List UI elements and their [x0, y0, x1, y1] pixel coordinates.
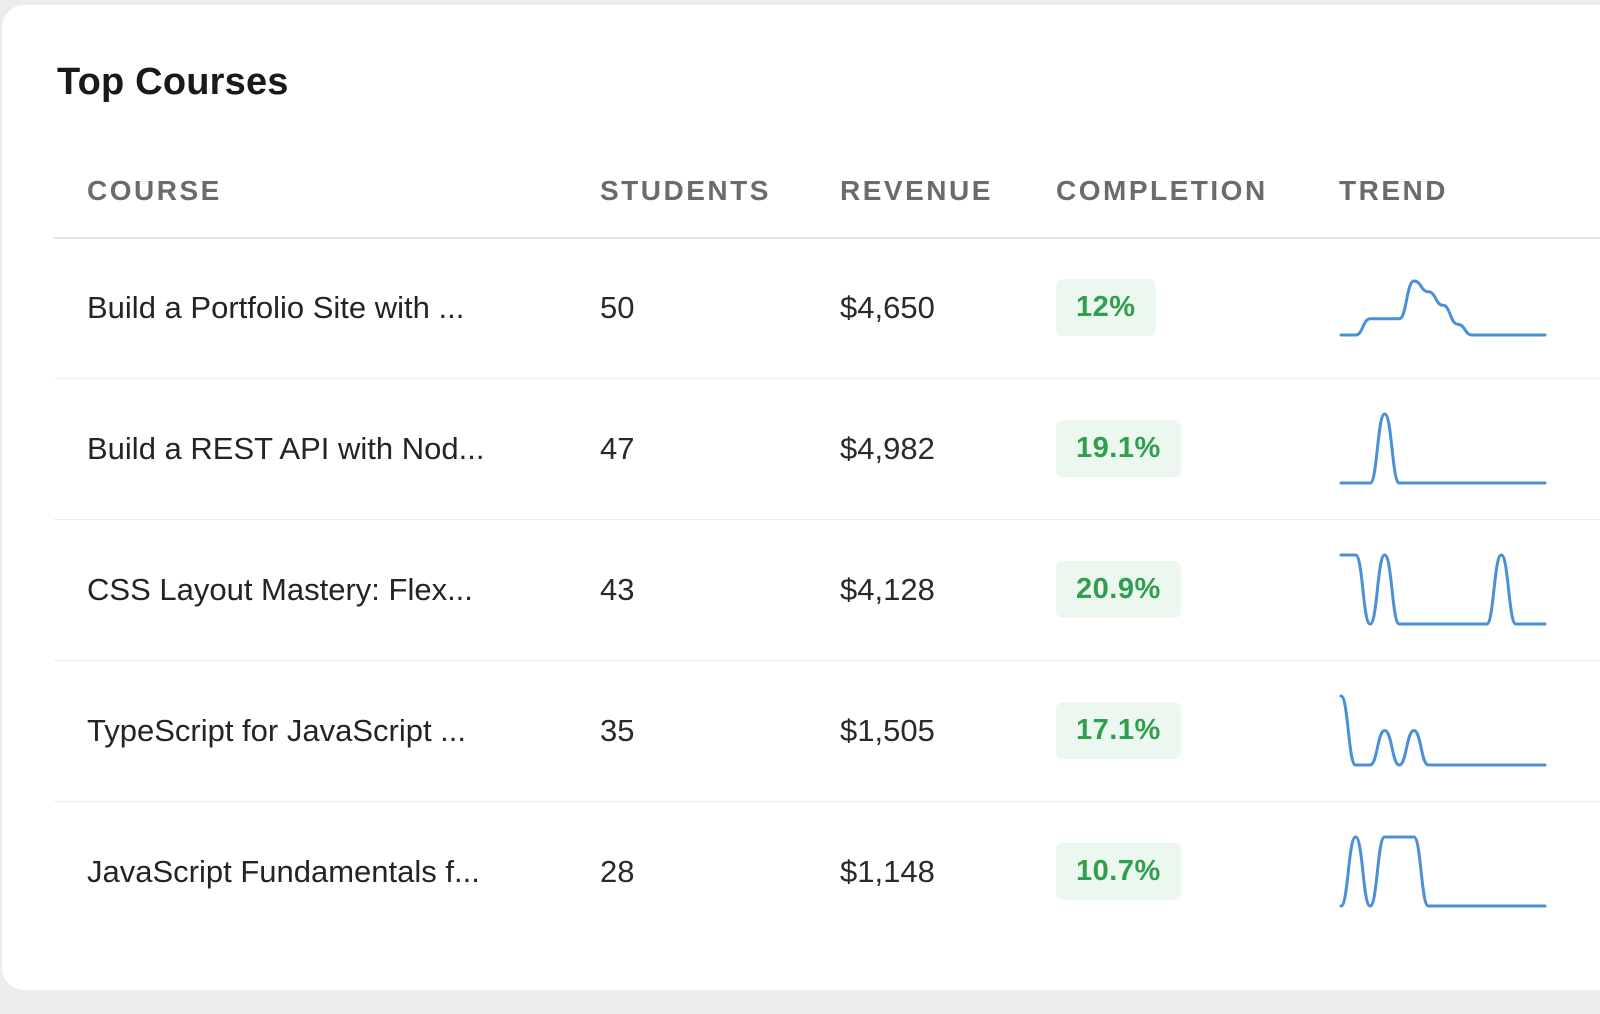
revenue-value: $4,128	[840, 571, 935, 607]
revenue-value: $1,148	[840, 853, 935, 889]
column-header-course[interactable]: COURSE	[87, 175, 222, 206]
completion-cell: 20.9%	[1056, 519, 1181, 660]
sparkline-path	[1339, 412, 1547, 485]
students-count: 50	[600, 289, 635, 325]
trend-cell	[1338, 237, 1548, 378]
students-count: 35	[600, 712, 635, 748]
trend-cell	[1338, 519, 1548, 660]
column-header-students[interactable]: STUDENTS	[600, 175, 771, 206]
students-count: 28	[600, 853, 635, 889]
trend-cell	[1338, 378, 1548, 519]
completion-cell: 12%	[1056, 237, 1156, 378]
course-name[interactable]: Build a REST API with Nod...	[87, 430, 485, 466]
revenue-value: $4,650	[840, 289, 935, 325]
course-name[interactable]: Build a Portfolio Site with ...	[87, 289, 465, 325]
revenue-value: $4,982	[840, 430, 935, 466]
trend-cell	[1338, 801, 1548, 942]
table-row[interactable]: Build a Portfolio Site with ... 50 $4,65…	[54, 237, 1600, 379]
trend-sparkline	[1339, 694, 1547, 767]
completion-badge: 17.1%	[1056, 702, 1181, 759]
revenue-value: $1,505	[840, 712, 935, 748]
table-row[interactable]: JavaScript Fundamentals f... 28 $1,148 1…	[54, 801, 1600, 942]
completion-cell: 10.7%	[1056, 801, 1181, 942]
table-header: COURSE STUDENTS REVENUE COMPLETION TREND	[54, 145, 1600, 239]
table-row[interactable]: CSS Layout Mastery: Flex... 43 $4,128 20…	[54, 519, 1600, 661]
column-header-trend: TREND	[1339, 175, 1448, 206]
trend-sparkline	[1339, 835, 1547, 908]
trend-sparkline	[1339, 412, 1547, 485]
completion-badge: 20.9%	[1056, 561, 1181, 618]
course-name[interactable]: JavaScript Fundamentals f...	[87, 853, 480, 889]
completion-badge: 10.7%	[1056, 843, 1181, 900]
completion-badge: 19.1%	[1056, 420, 1181, 477]
completion-cell: 17.1%	[1056, 660, 1181, 801]
completion-badge: 12%	[1056, 279, 1156, 336]
students-count: 43	[600, 571, 635, 607]
trend-cell	[1338, 660, 1548, 801]
column-header-completion[interactable]: COMPLETION	[1056, 175, 1268, 206]
top-courses-card: Top Courses COURSE STUDENTS REVENUE COMP…	[2, 5, 1600, 990]
sparkline-path	[1339, 694, 1547, 767]
course-name[interactable]: TypeScript for JavaScript ...	[87, 712, 467, 748]
table-row[interactable]: Build a REST API with Nod... 47 $4,982 1…	[54, 378, 1600, 520]
sparkline-path	[1339, 835, 1547, 908]
sparkline-path	[1339, 279, 1547, 336]
table-row[interactable]: TypeScript for JavaScript ... 35 $1,505 …	[54, 660, 1600, 802]
completion-cell: 19.1%	[1056, 378, 1181, 519]
trend-sparkline	[1339, 279, 1547, 336]
trend-sparkline	[1339, 553, 1547, 626]
sparkline-path	[1339, 553, 1547, 626]
card-title: Top Courses	[57, 61, 289, 103]
course-name[interactable]: CSS Layout Mastery: Flex...	[87, 571, 473, 607]
column-header-revenue[interactable]: REVENUE	[840, 175, 993, 206]
students-count: 47	[600, 430, 635, 466]
